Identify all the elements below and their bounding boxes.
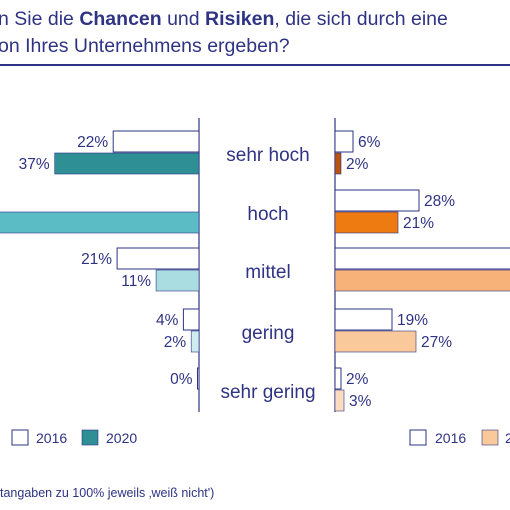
risiken-bar-2020-gering xyxy=(334,330,417,353)
butterfly-bar-chart: sehr hoch22%37%6%2%hoch28%21%mittel21%11… xyxy=(0,118,510,446)
category-label-sehr-hoch: sehr hoch xyxy=(226,145,309,166)
risiken-legend-label-2016: 2016 xyxy=(435,430,466,446)
risiken-bar-2020-sehr-hoch xyxy=(334,152,342,175)
title-divider xyxy=(0,64,510,66)
chancen-bar-2016-mittel xyxy=(116,247,200,270)
risiken-legend-label-2020: 2 xyxy=(505,430,510,446)
title-bold-risiken: Risiken xyxy=(205,8,275,30)
risiken-bar-2016-sehr-hoch xyxy=(334,130,354,153)
risiken-bar-2020-sehr-gering xyxy=(334,389,345,412)
title-line-2: on Ihres Unternehmens ergeben? xyxy=(0,35,290,57)
chancen-value-2016-gering: 4% xyxy=(156,312,179,329)
chancen-value-2016-sehr-hoch: 22% xyxy=(77,134,108,151)
category-label-mittel: mittel xyxy=(245,262,290,283)
chancen-bar-2020-mittel xyxy=(155,269,200,292)
risiken-value-2020-hoch: 21% xyxy=(403,215,434,232)
chancen-value-2020-sehr-hoch: 37% xyxy=(19,156,50,173)
chancen-legend-swatch-2016 xyxy=(11,429,29,446)
chancen-value-2020-mittel: 11% xyxy=(121,273,151,290)
risiken-bar-2016-gering xyxy=(334,308,393,331)
risiken-value-2016-hoch: 28% xyxy=(424,193,455,210)
risiken-value-2020-gering: 27% xyxy=(421,334,452,351)
chancen-bar-2016-sehr-gering xyxy=(197,367,200,390)
title-line-1: n Sie die Chancen und Risiken, die sich … xyxy=(0,8,448,30)
chart-title: n Sie die Chancen und Risiken, die sich … xyxy=(0,6,510,60)
chancen-value-2016-mittel: 21% xyxy=(81,251,112,268)
chancen-value-2020-gering: 2% xyxy=(164,334,187,351)
category-label-gering: gering xyxy=(242,323,295,344)
risiken-value-2016-sehr-hoch: 6% xyxy=(358,134,381,151)
chancen-bar-2020-gering xyxy=(190,330,200,353)
chancen-bar-2020-sehr-hoch xyxy=(54,152,200,175)
risiken-value-2016-sehr-gering: 2% xyxy=(346,371,369,388)
chancen-legend-label-2016: 2016 xyxy=(36,430,67,446)
chancen-bar-2016-sehr-hoch xyxy=(112,130,200,153)
chancen-bar-2020-hoch xyxy=(0,211,200,234)
category-label-hoch: hoch xyxy=(247,204,288,225)
risiken-legend-swatch-2020 xyxy=(481,429,499,446)
risiken-value-2016-gering: 19% xyxy=(397,312,428,329)
risiken-bar-2016-hoch xyxy=(334,189,420,212)
footnote: tangaben zu 100% jeweils ‚weiß nicht') xyxy=(0,486,215,500)
risiken-bar-2016-sehr-gering xyxy=(334,367,342,390)
chancen-legend-swatch-2020 xyxy=(81,429,99,446)
chancen-bar-2016-gering xyxy=(182,308,200,331)
chancen-legend-label-2020: 2020 xyxy=(106,430,137,446)
risiken-bar-2020-mittel xyxy=(334,269,510,292)
category-label-sehr-gering: sehr gering xyxy=(220,382,315,403)
chancen-value-2016-sehr-gering: 0% xyxy=(170,371,193,388)
title-bold-chancen: Chancen xyxy=(79,8,162,30)
risiken-bar-2016-mittel xyxy=(334,247,510,270)
risiken-bar-2020-hoch xyxy=(334,211,399,234)
risiken-value-2020-sehr-hoch: 2% xyxy=(346,156,369,173)
risiken-value-2020-sehr-gering: 3% xyxy=(349,393,372,410)
risiken-legend-swatch-2016 xyxy=(409,429,427,446)
